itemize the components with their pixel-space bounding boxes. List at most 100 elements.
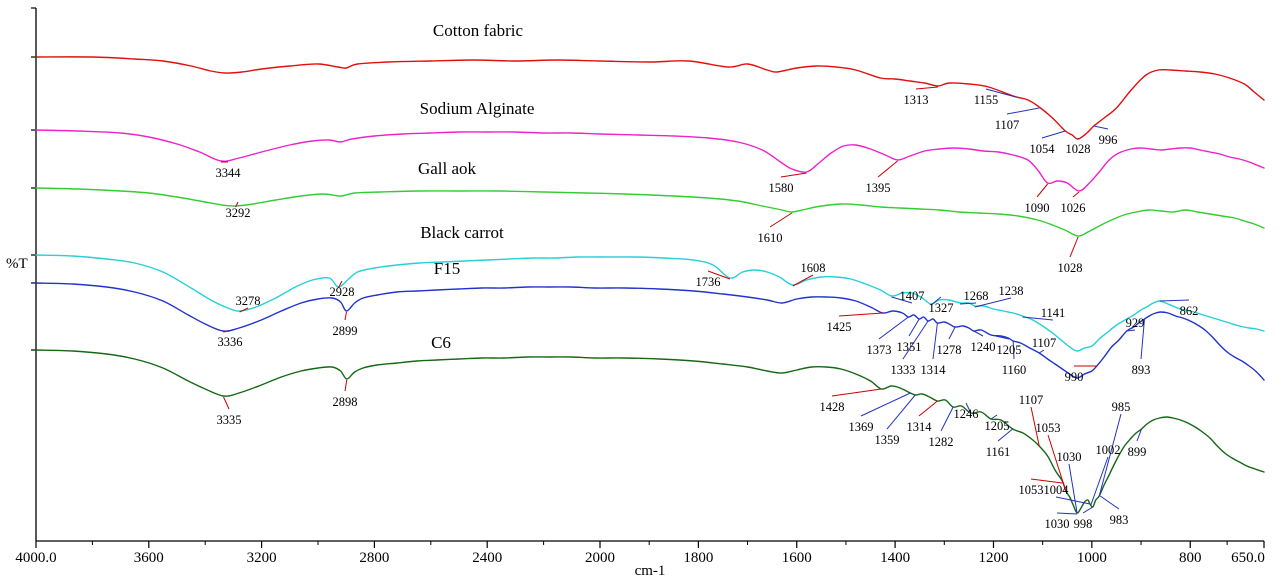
peak-leader-line [337,280,343,289]
series-label-black-carrot: Black carrot [420,223,504,242]
spectrum-curve-gall-aok [35,187,1265,237]
peak-label: 996 [1099,133,1118,147]
peak-leader-line [344,311,347,321]
peak-label: 1425 [827,320,852,334]
peak-leader-line [973,330,984,337]
peak-label: 990 [1065,370,1084,384]
peak-leader-line [707,270,731,280]
peak-label: 1407 [900,289,925,303]
peak-leader-line [1136,428,1142,442]
peak-label: 1246 [954,407,979,421]
peak-leader-line [948,326,956,340]
series-label-sodium-alginate: Sodium Alginate [420,99,535,118]
peak-label: 3344 [216,166,242,180]
peak-leader-line [1098,413,1122,497]
x-tick-label: 2000 [585,550,615,566]
peak-leader-line [235,201,239,208]
x-tick-label: 2400 [472,550,502,566]
peak-leader-line [860,392,911,417]
peak-leader-line [985,88,1016,98]
peak-label: 1030 [1057,450,1082,464]
peak-label: 1107 [1032,336,1057,350]
x-tick-label: 2800 [359,550,389,566]
peak-label: 1736 [696,275,721,289]
peak-leader-line [915,86,938,90]
x-tick-label: 4000.0 [15,550,56,566]
peak-leader-line [1159,299,1190,302]
peak-leader-line [965,402,972,414]
peak-leader-line [908,318,920,337]
peak-label: 1268 [964,289,989,303]
peak-leader-line [902,320,929,360]
peak-label: 1428 [820,400,845,414]
peak-leader-line [1099,495,1120,510]
peak-leader-line [769,212,793,228]
peak-leader-line [1072,191,1080,198]
peak-label: 1053 [1019,483,1044,497]
peak-leader-line [940,406,954,432]
peak-leader-line [1036,183,1048,198]
peak-label: 1107 [1019,393,1044,407]
peak-label: 1327 [929,301,954,315]
peak-leader-line [886,394,916,430]
peak-label: 985 [1112,400,1131,414]
peak-leader-line [1030,406,1040,447]
peak-label: 2899 [333,324,358,338]
peak-label: 3292 [226,206,251,220]
x-tick-label: 1600 [782,550,812,566]
peak-label: 3336 [218,335,243,349]
peak-label: 1002 [1096,443,1121,457]
peak-leader-line [1022,316,1054,321]
peak-label: 1026 [1061,201,1086,215]
x-tick-label: 1400 [880,550,910,566]
spectrum-curve-black-carrot [35,254,1265,352]
peak-leader-line [1068,463,1078,514]
peak-label: 1369 [849,420,874,434]
peak-leader-line [792,274,814,287]
x-tick-label: 800 [1179,550,1202,566]
peak-leader-line [1030,478,1063,484]
peak-leader-line [997,428,1013,442]
y-axis-title: %T [6,256,28,272]
spectrum-curve-f15 [35,282,1265,381]
peak-leader-line [239,307,249,313]
peak-leader-line [974,297,1012,308]
series-label-f15: F15 [434,259,460,278]
peak-label: 1205 [985,419,1010,433]
peak-label: 2898 [333,395,358,409]
peak-leader-line [918,400,938,417]
peak-label: 1580 [769,181,794,195]
peak-label: 3335 [217,413,242,427]
peak-leader-line [1056,512,1078,515]
peak-label: 929 [1126,316,1145,330]
x-tick-label: 3600 [134,550,164,566]
peak-label: 893 [1132,363,1151,377]
x-tick-label: 3200 [247,550,277,566]
peak-label: 1314 [921,363,947,377]
peak-leader-line [1041,130,1066,139]
series-label-gall-aok: Gall aok [418,159,477,178]
peak-leader-line [930,296,942,306]
peak-label: 1282 [929,435,954,449]
peak-label: 1238 [999,284,1024,298]
x-tick-label: 1800 [683,550,713,566]
peak-leader-line [1090,456,1109,506]
peak-label: 1373 [867,343,892,357]
peak-leader-line [891,296,913,304]
peak-leader-line [1038,349,1045,354]
series-label-cotton-fabric: Cotton fabric [433,21,524,40]
peak-label: 1160 [1002,363,1027,377]
peak-label: 1054 [1030,142,1056,156]
peak-label: 1028 [1058,261,1083,275]
peak-label: 1359 [875,433,900,447]
peak-label: 1333 [891,363,916,377]
x-tick-label: 650.0 [1231,550,1265,566]
peak-label: 3278 [236,294,261,308]
peak-leader-line [1012,340,1015,360]
peak-label: 1053 [1036,421,1061,435]
peak-label: 1610 [758,231,783,245]
peak-leader-line [877,160,898,178]
peak-leader-line [990,414,998,420]
